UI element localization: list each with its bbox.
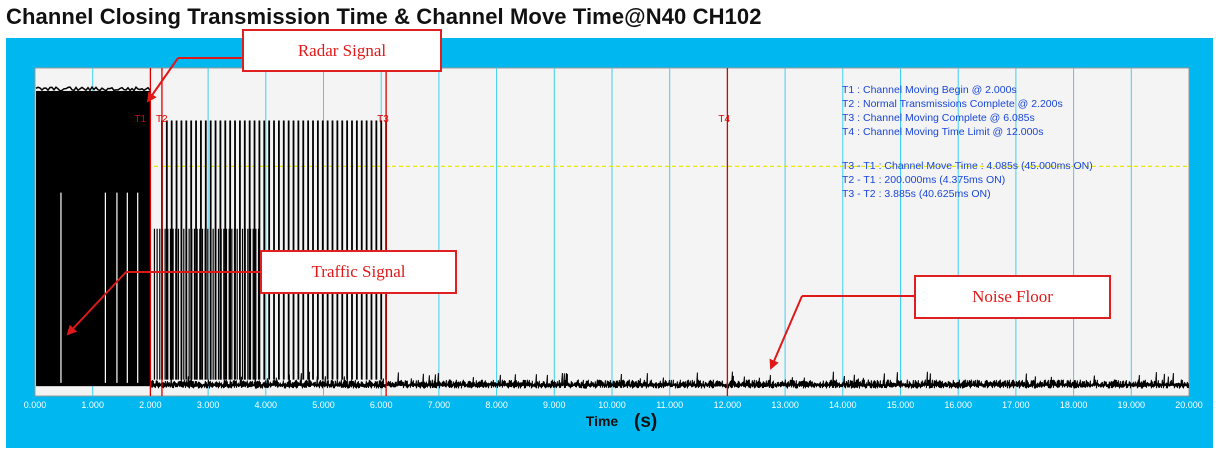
x-tick-label: 12.000 bbox=[714, 400, 742, 410]
x-axis-unit: (s) bbox=[634, 411, 657, 432]
x-tick-label: 7.000 bbox=[428, 400, 451, 410]
radar-burst-edge bbox=[35, 85, 151, 92]
noise-arrow bbox=[769, 295, 803, 370]
x-tick-label: 6.000 bbox=[370, 400, 393, 410]
info-panel: T1 : Channel Moving Begin @ 2.000s T2 : N… bbox=[842, 84, 1093, 200]
x-tick-label: 14.000 bbox=[829, 400, 857, 410]
x-tick-label: 16.000 bbox=[944, 400, 972, 410]
radar-burst-block bbox=[36, 90, 151, 387]
x-tick-label: 17.000 bbox=[1002, 400, 1030, 410]
noise-floor-trace bbox=[149, 371, 1189, 389]
info-line: T3 : Channel Moving Complete @ 6.085s bbox=[842, 112, 1035, 124]
marker-label-t4: T4 bbox=[718, 114, 730, 125]
x-tick-label: 2.000 bbox=[139, 400, 162, 410]
info-line: T3 - T1 : Channel Move Time : 4.085s (45… bbox=[842, 160, 1093, 172]
annotation-arrows bbox=[66, 57, 914, 370]
x-tick-label: 3.000 bbox=[197, 400, 220, 410]
chart-frame: T1 T2 T3 T4 0.000 1.000 2.000 3.000 4.000 5.000 6… bbox=[6, 29, 1213, 448]
page-title: Channel Closing Transmission Time & Chan… bbox=[6, 4, 762, 29]
x-tick-label: 10.000 bbox=[598, 400, 626, 410]
x-tick-label: 8.000 bbox=[485, 400, 508, 410]
x-tick-label: 18.000 bbox=[1060, 400, 1088, 410]
marker-lines: T1 T2 T3 T4 bbox=[134, 68, 731, 396]
x-axis-label: Time (s) bbox=[586, 411, 657, 432]
radar-arrow bbox=[146, 57, 179, 103]
traffic-arrow bbox=[66, 271, 127, 336]
marker-label-t3: T3 bbox=[377, 114, 389, 125]
x-tick-label: 13.000 bbox=[771, 400, 799, 410]
x-tick-label: 4.000 bbox=[255, 400, 278, 410]
x-tick-label: 15.000 bbox=[887, 400, 915, 410]
x-axis-title: Time bbox=[586, 413, 619, 429]
x-tick-label: 11.000 bbox=[656, 400, 683, 410]
x-tick-label: 20.000 bbox=[1175, 400, 1203, 410]
x-tick-label: 0.000 bbox=[24, 400, 47, 410]
x-tick-label: 19.000 bbox=[1118, 400, 1146, 410]
info-line: T2 : Normal Transmissions Complete @ 2.2… bbox=[842, 98, 1063, 110]
info-line: T2 - T1 : 200.000ms (4.375ms ON) bbox=[842, 174, 1005, 186]
noise-floor-annotation: Noise Floor bbox=[914, 275, 1111, 319]
x-tick-label: 9.000 bbox=[543, 400, 566, 410]
x-tick-label: 5.000 bbox=[312, 400, 335, 410]
info-line: T3 - T2 : 3.885s (40.625ms ON) bbox=[842, 188, 991, 200]
info-line: T1 : Channel Moving Begin @ 2.000s bbox=[842, 84, 1017, 96]
marker-label-t2: T2 bbox=[156, 114, 168, 125]
info-line: T4 : Channel Moving Time Limit @ 12.000s bbox=[842, 126, 1044, 138]
signal-trace bbox=[35, 85, 1189, 389]
x-tick-label: 1.000 bbox=[81, 400, 104, 410]
marker-label-t1: T1 bbox=[134, 114, 146, 125]
x-tick-labels: 0.000 1.000 2.000 3.000 4.000 5.000 6.000 7.000… bbox=[24, 400, 1203, 410]
radar-signal-annotation: Radar Signal bbox=[242, 29, 442, 72]
traffic-signal-annotation: Traffic Signal bbox=[260, 250, 457, 294]
chart-svg: T1 T2 T3 T4 0.000 1.000 2.000 3.000 4.000 5.000 6… bbox=[24, 57, 1203, 432]
